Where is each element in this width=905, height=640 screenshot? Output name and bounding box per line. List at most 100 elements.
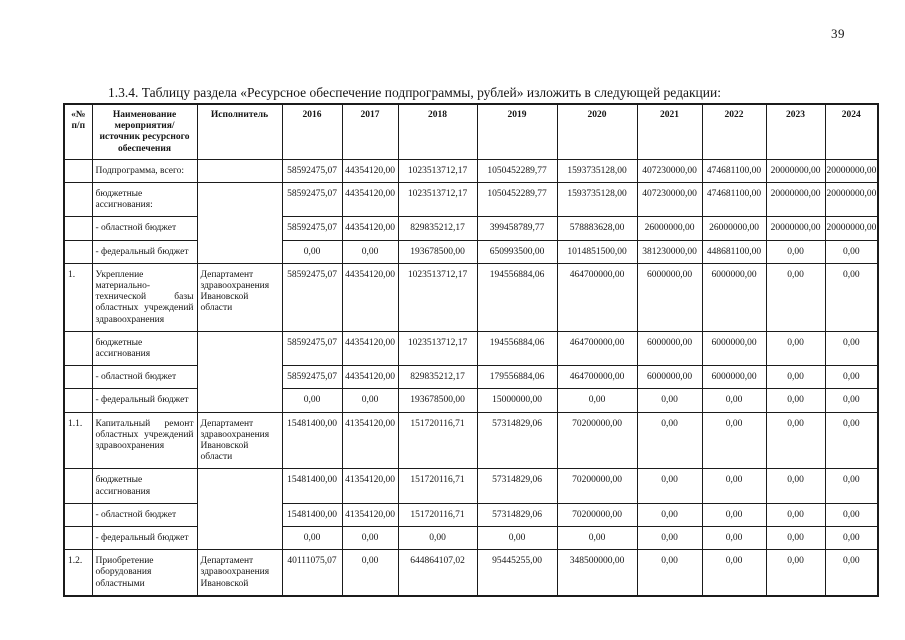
value-cell-2018: 193678500,00 <box>397 239 478 264</box>
value-cell-2019: 95445255,00 <box>476 549 558 597</box>
row-number-cell <box>63 365 93 390</box>
value-cell-2020: 0,00 <box>556 388 638 413</box>
value-cell-2018: 644864107,02 <box>397 549 478 597</box>
value-cell-2018: 0,00 <box>397 526 478 551</box>
value-cell-2019: 650993500,00 <box>476 239 558 264</box>
value-cell-2017: 0,00 <box>341 526 399 551</box>
value-cell-2016: 58592475,07 <box>281 262 343 332</box>
column-header-3: 2016 <box>281 103 343 160</box>
value-cell-2017: 41354120,00 <box>341 468 399 504</box>
value-cell-2019: 399458789,77 <box>476 216 558 241</box>
executor-cell <box>196 182 283 264</box>
value-cell-2021: 381230000,00 <box>636 239 703 264</box>
value-cell-2020: 70200000,00 <box>556 502 638 528</box>
value-cell-2023: 0,00 <box>765 365 826 390</box>
value-cell-2024: 20000000,00 <box>824 182 879 218</box>
value-cell-2022: 0,00 <box>701 502 767 528</box>
value-cell-2016: 15481400,00 <box>281 502 343 528</box>
column-header-1: Наименование мероприятия/источник ресурс… <box>91 103 198 160</box>
value-cell-2020: 0,00 <box>556 526 638 551</box>
value-cell-2017: 44354120,00 <box>341 365 399 390</box>
value-cell-2016: 0,00 <box>281 239 343 264</box>
value-cell-2021: 407230000,00 <box>636 158 703 184</box>
row-number-cell <box>63 182 93 218</box>
row-name-cell: бюджетные ассигнования <box>91 330 198 367</box>
row-number-cell <box>63 388 93 413</box>
value-cell-2024: 0,00 <box>824 526 879 551</box>
value-cell-2022: 0,00 <box>701 388 767 413</box>
value-cell-2021: 6000000,00 <box>636 262 703 332</box>
column-header-8: 2021 <box>636 103 703 160</box>
value-cell-2024: 0,00 <box>824 365 879 390</box>
column-header-6: 2019 <box>476 103 558 160</box>
value-cell-2022: 6000000,00 <box>701 262 767 332</box>
table-body: Подпрограмма, всего: 58592475,07 44354120,… <box>63 158 879 597</box>
value-cell-2024: 0,00 <box>824 262 879 332</box>
value-cell-2021: 0,00 <box>636 388 703 413</box>
table-header: «№ п/п Наименование мероприятия/источник … <box>63 103 879 160</box>
value-cell-2023: 0,00 <box>765 388 826 413</box>
value-cell-2017: 41354120,00 <box>341 502 399 528</box>
value-cell-2024: 20000000,00 <box>824 158 879 184</box>
column-header-5: 2018 <box>397 103 478 160</box>
value-cell-2024: 0,00 <box>824 411 879 470</box>
value-cell-2024: 20000000,00 <box>824 216 879 241</box>
value-cell-2022: 6000000,00 <box>701 365 767 390</box>
column-header-9: 2022 <box>701 103 767 160</box>
section-title: 1.3.4. Таблицу раздела «Ресурсное обеспе… <box>108 84 721 100</box>
value-cell-2016: 58592475,07 <box>281 158 343 184</box>
table-row-0: Подпрограмма, всего: 58592475,07 44354120,… <box>63 158 879 184</box>
value-cell-2022: 0,00 <box>701 411 767 470</box>
row-number-cell: 1. <box>63 262 93 332</box>
value-cell-2016: 15481400,00 <box>281 468 343 504</box>
executor-cell: Департамент здравоохранения Ивановской о… <box>196 411 283 470</box>
row-name-cell: Укрепление материально-технической базы … <box>91 262 198 332</box>
value-cell-2023: 0,00 <box>765 502 826 528</box>
column-header-2: Исполнитель <box>196 103 283 160</box>
row-number-cell: 1.2. <box>63 549 93 597</box>
column-header-4: 2017 <box>341 103 399 160</box>
value-cell-2017: 44354120,00 <box>341 182 399 218</box>
row-name-cell: - федеральный бюджет <box>91 388 198 413</box>
table-row-3: - федеральный бюджет 0,00 0,00 193678500,00… <box>63 239 879 264</box>
value-cell-2021: 407230000,00 <box>636 182 703 218</box>
value-cell-2019: 194556884,06 <box>476 262 558 332</box>
value-cell-2018: 151720116,71 <box>397 411 478 470</box>
row-number-cell <box>63 502 93 528</box>
value-cell-2020: 464700000,00 <box>556 330 638 367</box>
value-cell-2023: 0,00 <box>765 526 826 551</box>
row-number-cell <box>63 330 93 367</box>
value-cell-2020: 70200000,00 <box>556 411 638 470</box>
row-number-cell <box>63 468 93 504</box>
table-row-9: бюджетные ассигнования 15481400,00 4135412… <box>63 468 879 551</box>
value-cell-2022: 26000000,00 <box>701 216 767 241</box>
value-cell-2022: 0,00 <box>701 468 767 504</box>
value-cell-2019: 57314829,06 <box>476 502 558 528</box>
column-header-7: 2020 <box>556 103 638 160</box>
table-row-4: 1. Укрепление материально-технической баз… <box>63 262 879 332</box>
row-name-cell: - областной бюджет <box>91 216 198 241</box>
row-name-cell: - федеральный бюджет <box>91 526 198 551</box>
value-cell-2023: 0,00 <box>765 262 826 332</box>
value-cell-2019: 0,00 <box>476 526 558 551</box>
value-cell-2018: 193678500,00 <box>397 388 478 413</box>
value-cell-2020: 1014851500,00 <box>556 239 638 264</box>
value-cell-2018: 1023513712,17 <box>397 262 478 332</box>
row-number-cell <box>63 239 93 264</box>
table-row-1: бюджетные ассигнования: 58592475,07 443541… <box>63 182 879 264</box>
value-cell-2019: 194556884,06 <box>476 330 558 367</box>
row-number-cell: 1.1. <box>63 411 93 470</box>
value-cell-2023: 20000000,00 <box>765 158 826 184</box>
value-cell-2016: 40111075,07 <box>281 549 343 597</box>
value-cell-2018: 1023513712,17 <box>397 158 478 184</box>
value-cell-2020: 578883628,00 <box>556 216 638 241</box>
value-cell-2023: 0,00 <box>765 239 826 264</box>
row-name-cell: Подпрограмма, всего: <box>91 158 198 184</box>
value-cell-2021: 6000000,00 <box>636 365 703 390</box>
value-cell-2016: 15481400,00 <box>281 411 343 470</box>
value-cell-2019: 1050452289,77 <box>476 158 558 184</box>
value-cell-2020: 348500000,00 <box>556 549 638 597</box>
value-cell-2017: 44354120,00 <box>341 216 399 241</box>
row-name-cell: бюджетные ассигнования: <box>91 182 198 218</box>
